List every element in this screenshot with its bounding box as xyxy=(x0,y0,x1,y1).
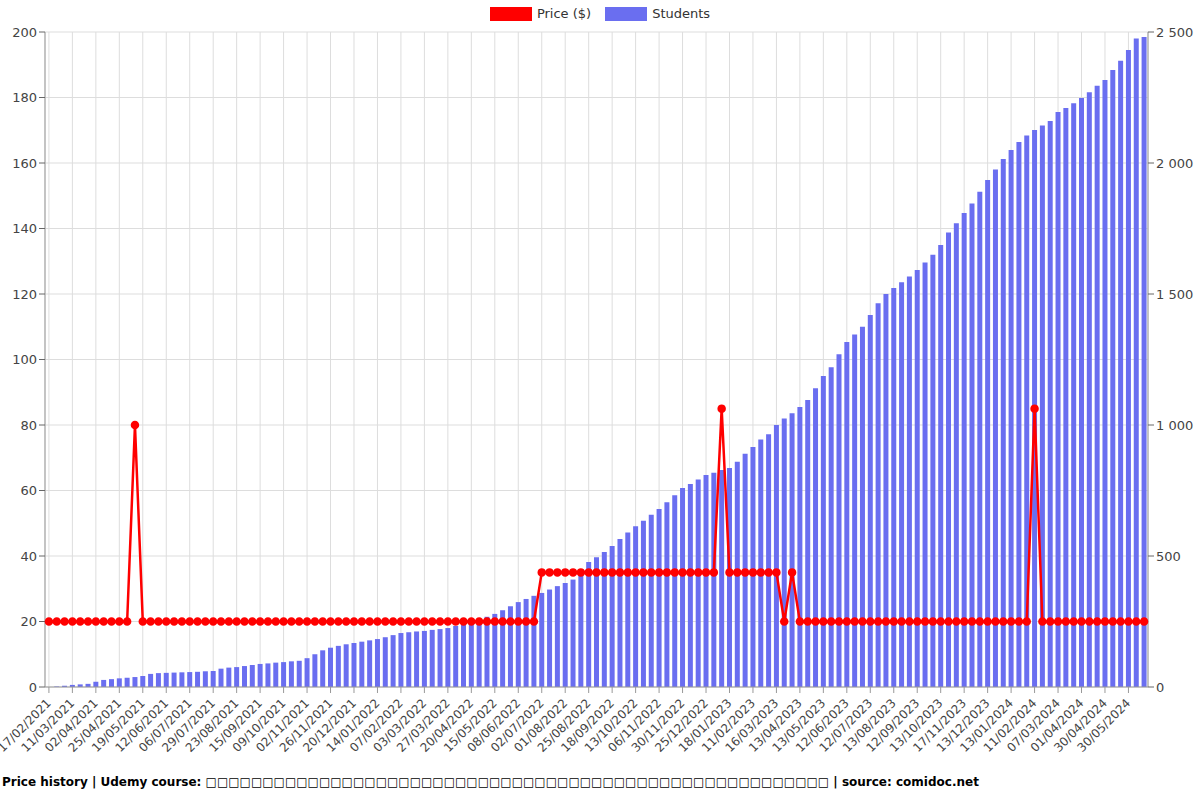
svg-text:11/03/2021: 11/03/2021 xyxy=(18,696,78,755)
svg-text:30/05/2024: 30/05/2024 xyxy=(1075,696,1134,755)
svg-text:06/07/2021: 06/07/2021 xyxy=(135,696,195,755)
svg-text:1 500: 1 500 xyxy=(1156,287,1192,302)
svg-text:02/04/2021: 02/04/2021 xyxy=(42,696,101,755)
svg-text:15/09/2021: 15/09/2021 xyxy=(206,696,266,755)
html-text:Price ($): Price ($) xyxy=(536,6,592,21)
svg-text:12/09/2023: 12/09/2023 xyxy=(863,696,923,755)
svg-text:11/02/2024: 11/02/2024 xyxy=(980,696,1040,755)
svg-text:14/01/2022: 14/01/2022 xyxy=(323,696,383,755)
svg-text:18/01/2023: 18/01/2023 xyxy=(675,696,735,755)
svg-text:25/08/2022: 25/08/2022 xyxy=(534,696,594,755)
svg-text:13/10/2022: 13/10/2022 xyxy=(581,696,641,755)
svg-text:80: 80 xyxy=(20,418,37,433)
svg-text:01/08/2022: 01/08/2022 xyxy=(511,696,571,755)
svg-text:01/04/2024: 01/04/2024 xyxy=(1027,696,1087,755)
svg-text:13/12/2023: 13/12/2023 xyxy=(933,696,993,755)
svg-text:13/08/2023: 13/08/2023 xyxy=(839,696,899,755)
svg-text:0: 0 xyxy=(29,680,37,695)
svg-text:13/01/2024: 13/01/2024 xyxy=(957,696,1017,755)
svg-text:2 000: 2 000 xyxy=(1156,156,1192,171)
svg-text:23/08/2021: 23/08/2021 xyxy=(182,696,242,755)
svg-text:12/06/2023: 12/06/2023 xyxy=(793,696,852,755)
svg-text:12/06/2021: 12/06/2021 xyxy=(112,696,172,755)
svg-text:180: 180 xyxy=(12,90,37,105)
svg-text:13/10/2023: 13/10/2023 xyxy=(886,696,946,755)
svg-text:13/04/2023: 13/04/2023 xyxy=(746,696,805,755)
svg-text:02/11/2021: 02/11/2021 xyxy=(253,696,312,755)
svg-text:100: 100 xyxy=(12,352,37,367)
svg-text:160: 160 xyxy=(12,156,37,171)
svg-text:25/12/2022: 25/12/2022 xyxy=(652,696,711,755)
svg-text:12/07/2023: 12/07/2023 xyxy=(816,696,876,755)
svg-text:25/04/2021: 25/04/2021 xyxy=(65,696,125,755)
svg-text:26/11/2021: 26/11/2021 xyxy=(276,696,336,755)
svg-text:16/03/2023: 16/03/2023 xyxy=(722,696,782,755)
svg-text:09/10/2021: 09/10/2021 xyxy=(229,696,289,755)
svg-text:29/07/2021: 29/07/2021 xyxy=(159,696,219,755)
svg-text:08/06/2022: 08/06/2022 xyxy=(464,696,524,755)
svg-text:140: 140 xyxy=(12,221,37,236)
svg-text:03/03/2022: 03/03/2022 xyxy=(370,696,430,755)
svg-text:2 500: 2 500 xyxy=(1156,25,1192,40)
svg-text:120: 120 xyxy=(12,287,37,302)
svg-text:13/05/2023: 13/05/2023 xyxy=(769,696,829,755)
svg-text:17/11/2023: 17/11/2023 xyxy=(910,696,970,755)
svg-text:40: 40 xyxy=(20,549,37,564)
svg-text:02/07/2022: 02/07/2022 xyxy=(487,696,547,755)
svg-text:200: 200 xyxy=(12,25,37,40)
svg-text:20/12/2021: 20/12/2021 xyxy=(300,696,359,755)
svg-text:07/03/2024: 07/03/2024 xyxy=(1004,696,1063,755)
html-text:Price history | Udemy course:: Price history | Udemy course: □□□□□□□□□□… xyxy=(2,775,979,789)
svg-text:18/09/2022: 18/09/2022 xyxy=(558,696,618,755)
svg-text:30/11/2022: 30/11/2022 xyxy=(628,696,688,755)
svg-text:0: 0 xyxy=(1156,680,1164,695)
svg-text:20: 20 xyxy=(20,614,37,629)
svg-text:60: 60 xyxy=(20,483,37,498)
svg-text:1 000: 1 000 xyxy=(1156,418,1192,433)
svg-text:500: 500 xyxy=(1156,549,1181,564)
svg-text:06/11/2022: 06/11/2022 xyxy=(605,696,664,755)
html-text:Students: Students xyxy=(652,6,711,21)
svg-text:20/04/2022: 20/04/2022 xyxy=(417,696,477,755)
svg-text:11/02/2023: 11/02/2023 xyxy=(699,696,758,755)
svg-text:15/05/2022: 15/05/2022 xyxy=(440,696,500,755)
svg-text:19/05/2021: 19/05/2021 xyxy=(88,696,148,755)
svg-text:07/02/2022: 07/02/2022 xyxy=(347,696,406,755)
svg-text:27/03/2022: 27/03/2022 xyxy=(394,696,453,755)
svg-text:30/04/2024: 30/04/2024 xyxy=(1051,696,1110,755)
